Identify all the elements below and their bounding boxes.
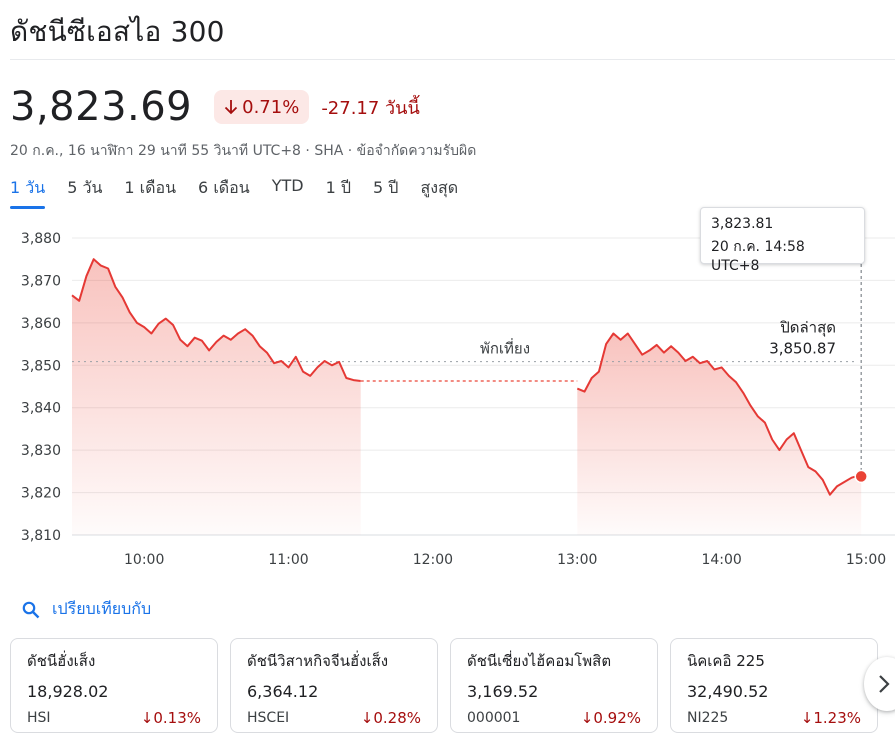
card-symbol: NI225 xyxy=(687,710,729,726)
range-tabs: 1 วัน 5 วัน 1 เดือน 6 เดือน YTD 1 ปี 5 ป… xyxy=(10,176,480,209)
price-row: 3,823.69 0.71% -27.17 วันนี้ xyxy=(10,84,420,130)
y-tick-label: 3,840 xyxy=(21,401,61,417)
card-symbol: HSCEI xyxy=(247,710,290,726)
percent-change-badge: 0.71% xyxy=(214,90,310,124)
lunch-break-label: พักเที่ยง xyxy=(480,338,530,358)
y-tick-label: 3,880 xyxy=(21,231,61,247)
tab-1d[interactable]: 1 วัน xyxy=(10,176,46,209)
x-tick-label: 10:00 xyxy=(124,552,164,568)
y-tick-label: 3,850 xyxy=(21,358,61,374)
price-chart[interactable]: 3,880 3,870 3,860 3,850 3,840 3,830 3,820 3,810… xyxy=(0,200,895,575)
card-value: 32,490.52 xyxy=(687,682,769,701)
tab-5y[interactable]: 5 ปี xyxy=(373,178,399,197)
card-change: ↓0.13% xyxy=(140,709,201,727)
x-tick-label: 15:00 xyxy=(846,552,886,568)
tooltip-time: 20 ก.ค. 14:58 UTC+8 xyxy=(711,239,805,274)
card-change: ↓0.28% xyxy=(360,709,421,727)
card-name: ดัชนีฮั่งเส็ง xyxy=(27,652,96,670)
session-area-2 xyxy=(577,333,862,535)
tab-1m[interactable]: 1 เดือน xyxy=(124,178,177,197)
card-value: 6,364.12 xyxy=(247,682,319,701)
arrow-down-icon xyxy=(224,100,238,115)
quote-meta[interactable]: 20 ก.ค., 16 นาฬิกา 29 นาที 55 วินาที UTC… xyxy=(10,143,477,159)
price-line-session-2 xyxy=(576,332,862,496)
y-tick-label: 3,860 xyxy=(21,316,61,332)
y-tick-label: 3,820 xyxy=(21,486,61,502)
card-symbol: 000001 xyxy=(467,710,521,726)
price-line-session-1 xyxy=(71,258,361,382)
previous-close-label: ปิดล่าสุด xyxy=(779,319,836,338)
tooltip-value: 3,823.81 xyxy=(711,216,774,232)
card-name: นิคเคอิ 225 xyxy=(687,652,765,670)
x-tick-label: 12:00 xyxy=(413,552,453,568)
tab-1y[interactable]: 1 ปี xyxy=(325,178,352,197)
tab-ytd[interactable]: YTD xyxy=(271,176,304,195)
y-tick-label: 3,870 xyxy=(21,273,61,289)
compare-button[interactable]: เปรียบเทียบกับ xyxy=(22,597,151,622)
card-symbol: HSI xyxy=(27,710,51,726)
search-icon xyxy=(22,601,40,618)
card-value: 18,928.02 xyxy=(27,682,109,701)
index-card-shcomp[interactable]: ดัชนีเซี่ยงไฮ้คอมโพสิต 3,169.52 000001 ↓… xyxy=(450,638,658,733)
session-area-1 xyxy=(72,259,361,535)
card-change: ↓1.23% xyxy=(800,709,861,727)
chart-tooltip: 3,823.81 20 ก.ค. 14:58 UTC+8 xyxy=(700,207,865,274)
related-index-cards: ดัชนีฮั่งเส็ง 18,928.02 HSI ↓0.13% ดัชนี… xyxy=(10,638,878,733)
previous-close-value: 3,850.87 xyxy=(769,340,836,358)
arrow-down-icon: ↓ xyxy=(360,709,374,727)
index-card-hsi[interactable]: ดัชนีฮั่งเส็ง 18,928.02 HSI ↓0.13% xyxy=(10,638,218,733)
x-tick-label: 14:00 xyxy=(701,552,741,568)
arrow-down-icon: ↓ xyxy=(800,709,814,727)
x-tick-label: 13:00 xyxy=(557,552,597,568)
current-point-marker xyxy=(854,469,868,484)
page-title: ดัชนีซีเอสไอ 300 xyxy=(10,15,225,48)
y-tick-label: 3,810 xyxy=(21,528,61,544)
card-value: 3,169.52 xyxy=(467,682,539,701)
card-name: ดัชนีวิสาหกิจจีนฮั่งเส็ง xyxy=(247,652,389,670)
compare-label: เปรียบเทียบกับ xyxy=(52,599,152,618)
tab-max[interactable]: สูงสุด xyxy=(420,178,459,197)
current-price: 3,823.69 xyxy=(10,84,193,130)
arrow-down-icon: ↓ xyxy=(580,709,594,727)
index-card-ni225[interactable]: นิคเคอิ 225 32,490.52 NI225 ↓1.23% xyxy=(670,638,878,733)
arrow-down-icon: ↓ xyxy=(140,709,154,727)
absolute-change: -27.17 วันนี้ xyxy=(321,97,420,119)
header-divider xyxy=(10,59,895,60)
tab-5d[interactable]: 5 วัน xyxy=(67,178,103,197)
x-tick-label: 11:00 xyxy=(268,552,308,568)
y-tick-label: 3,830 xyxy=(21,443,61,459)
chevron-right-icon xyxy=(879,675,890,693)
card-name: ดัชนีเซี่ยงไฮ้คอมโพสิต xyxy=(467,652,612,670)
tab-6m[interactable]: 6 เดือน xyxy=(198,178,250,197)
next-cards-button[interactable] xyxy=(864,657,895,711)
index-card-hscei[interactable]: ดัชนีวิสาหกิจจีนฮั่งเส็ง 6,364.12 HSCEI … xyxy=(230,638,438,733)
percent-change: 0.71% xyxy=(242,96,300,118)
card-change: ↓0.92% xyxy=(580,709,641,727)
